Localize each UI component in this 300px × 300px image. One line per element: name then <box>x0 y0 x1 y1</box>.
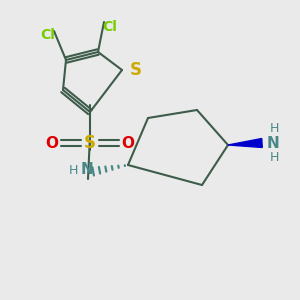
Text: H: H <box>69 164 78 176</box>
Text: Cl: Cl <box>40 28 56 42</box>
Polygon shape <box>228 139 262 148</box>
Text: Cl: Cl <box>103 20 117 34</box>
Text: O: O <box>122 136 134 151</box>
Text: O: O <box>46 136 59 151</box>
Text: N: N <box>81 163 93 178</box>
Text: N: N <box>267 136 280 151</box>
Text: H: H <box>270 122 279 135</box>
Text: S: S <box>130 61 142 79</box>
Text: S: S <box>84 134 96 152</box>
Text: H: H <box>270 151 279 164</box>
